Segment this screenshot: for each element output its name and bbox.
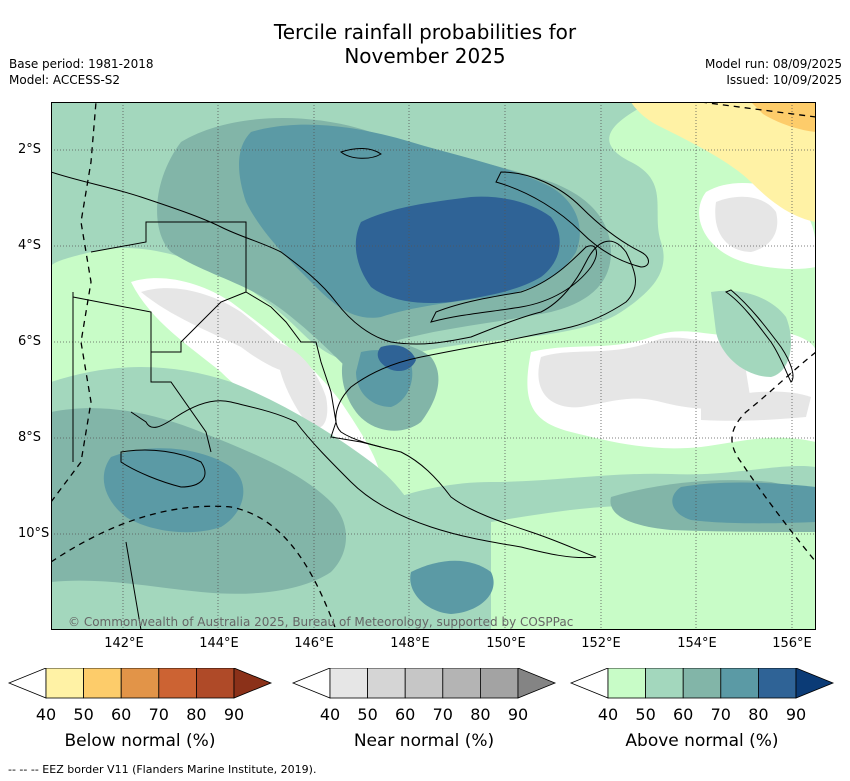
shade-near-central	[141, 288, 301, 373]
meta-left: Base period: 1981-2018 Model: ACCESS-S2	[9, 56, 154, 88]
colorbar-near-tick-90: 90	[507, 705, 529, 724]
graticule	[51, 102, 816, 630]
colorbar-above-segment-0	[607, 668, 646, 699]
meta-right: Model run: 08/09/2025 Issued: 10/09/2025	[705, 56, 842, 88]
colorbar-below-tick-60: 60	[111, 705, 132, 724]
shade-above-70-bottom	[410, 560, 494, 614]
colorbar-below-tick-90: 90	[223, 705, 245, 724]
colorbar-near-tick-40: 40	[319, 705, 341, 724]
shade-below-40	[631, 102, 816, 222]
base-period: Base period: 1981-2018	[9, 57, 154, 71]
lon-tick-148: 148°E	[390, 636, 430, 651]
shade-near-central2	[276, 342, 328, 428]
new-guinea-coast	[51, 171, 636, 559]
title-line2: November 2025	[344, 44, 506, 68]
shade-near-east	[538, 337, 751, 409]
coastlines	[51, 148, 794, 630]
colorbar-above-lower-extend	[569, 668, 609, 699]
colorbar-near-upper-extend	[517, 668, 557, 699]
colorbar-near-lower-extend	[291, 668, 331, 699]
shade-near-east-small	[701, 391, 811, 421]
colorbar-near-segment-3	[442, 668, 481, 699]
lat-tick-4s: 4°S	[18, 238, 42, 253]
colorbar-below-upper-extend	[233, 668, 273, 699]
lon-tick-146: 146°E	[294, 636, 334, 651]
colorbar-above-segment-3	[720, 668, 759, 699]
shade-above-70-south	[103, 448, 244, 533]
shade-near-ne	[715, 196, 778, 252]
colorbar-above-segment-4	[758, 668, 797, 699]
shade-above-80-small	[377, 345, 416, 372]
lat-tick-8s: 8°S	[18, 430, 42, 445]
colorbar-above-segment-1	[645, 668, 684, 699]
colorbar-above-tick-50: 50	[635, 705, 656, 724]
colorbar-below-segment-0	[45, 668, 84, 699]
colorbar-above-tick-90: 90	[785, 705, 807, 724]
lon-tick-152: 152°E	[581, 636, 621, 651]
colorbar-above-label: Above normal (%)	[625, 731, 779, 751]
colorbar-near-tick-60: 60	[395, 705, 416, 724]
lat-tick-2s: 2°S	[18, 142, 42, 157]
manus-coast	[339, 148, 382, 159]
colorbar-below-segment-1	[83, 668, 122, 699]
model-name: Model: ACCESS-S2	[9, 73, 121, 87]
colorbar-near-segment-2	[404, 668, 444, 699]
colorbar-below-segment-3	[158, 668, 197, 699]
eez-borders	[51, 102, 816, 630]
shade-above-50-east	[711, 290, 791, 377]
torres-strait-coast	[120, 449, 206, 488]
colorbar-below-segment-2	[120, 668, 160, 699]
cape-york-coast	[125, 541, 142, 630]
colorbar-near-label: Near normal (%)	[353, 731, 495, 751]
lon-tick-156: 156°E	[772, 636, 812, 651]
colorbar-below-tick-50: 50	[73, 705, 94, 724]
new-ireland-coast	[495, 171, 649, 268]
colorbar-above-segment-2	[682, 668, 722, 699]
lon-tick-154: 154°E	[677, 636, 717, 651]
colorbar-below-tick-40: 40	[35, 705, 57, 724]
map-title: Tercile rainfall probabilities for Novem…	[0, 20, 850, 68]
colorbar-near-segment-0	[329, 668, 368, 699]
title-line1: Tercile rainfall probabilities for	[273, 20, 577, 44]
shade-below-50	[751, 102, 816, 132]
colorbar-above-tick-60: 60	[673, 705, 694, 724]
issued-date: Issued: 10/09/2025	[726, 73, 842, 87]
probability-map: © Commonwealth of Australia 2025, Bureau…	[51, 102, 816, 630]
province-boundaries	[90, 221, 382, 448]
shade-above-80	[355, 196, 560, 304]
colorbar-below-lower-extend	[7, 668, 47, 699]
lat-tick-10s: 10°S	[18, 526, 50, 541]
colorbar-above-upper-extend	[795, 668, 835, 699]
colorbar-above-tick-40: 40	[597, 705, 619, 724]
colorbar-above-tick-80: 80	[748, 705, 769, 724]
international-border	[72, 292, 212, 462]
shade-above-70-se	[672, 482, 816, 524]
lon-tick-150: 150°E	[486, 636, 526, 651]
colorbar-near-tick-70: 70	[432, 705, 453, 724]
lon-tick-144: 144°E	[199, 636, 239, 651]
colorbar-near-segment-4	[479, 668, 519, 699]
map-copyright: © Commonwealth of Australia 2025, Bureau…	[68, 615, 573, 629]
bougainville-coast	[724, 289, 794, 383]
colorbar-below-segment-4	[195, 668, 235, 699]
colorbar-near-segment-1	[367, 668, 406, 699]
colorbar-below-tick-70: 70	[148, 705, 169, 724]
model-run-date: Model run: 08/09/2025	[704, 57, 842, 71]
eez-legend-note: -- -- -- EEZ border V11 (Flanders Marine…	[8, 763, 317, 776]
colorbar-above-tick-70: 70	[710, 705, 731, 724]
colorbars	[7, 668, 835, 699]
new-britain-coast	[430, 245, 597, 323]
lat-tick-6s: 6°S	[18, 334, 42, 349]
colorbar-below-tick-80: 80	[186, 705, 207, 724]
colorbar-near-tick-80: 80	[470, 705, 491, 724]
colorbar-below-label: Below normal (%)	[64, 731, 216, 751]
shade-green-se	[491, 500, 816, 630]
lon-tick-142: 142°E	[104, 636, 144, 651]
colorbar-near-tick-50: 50	[357, 705, 378, 724]
